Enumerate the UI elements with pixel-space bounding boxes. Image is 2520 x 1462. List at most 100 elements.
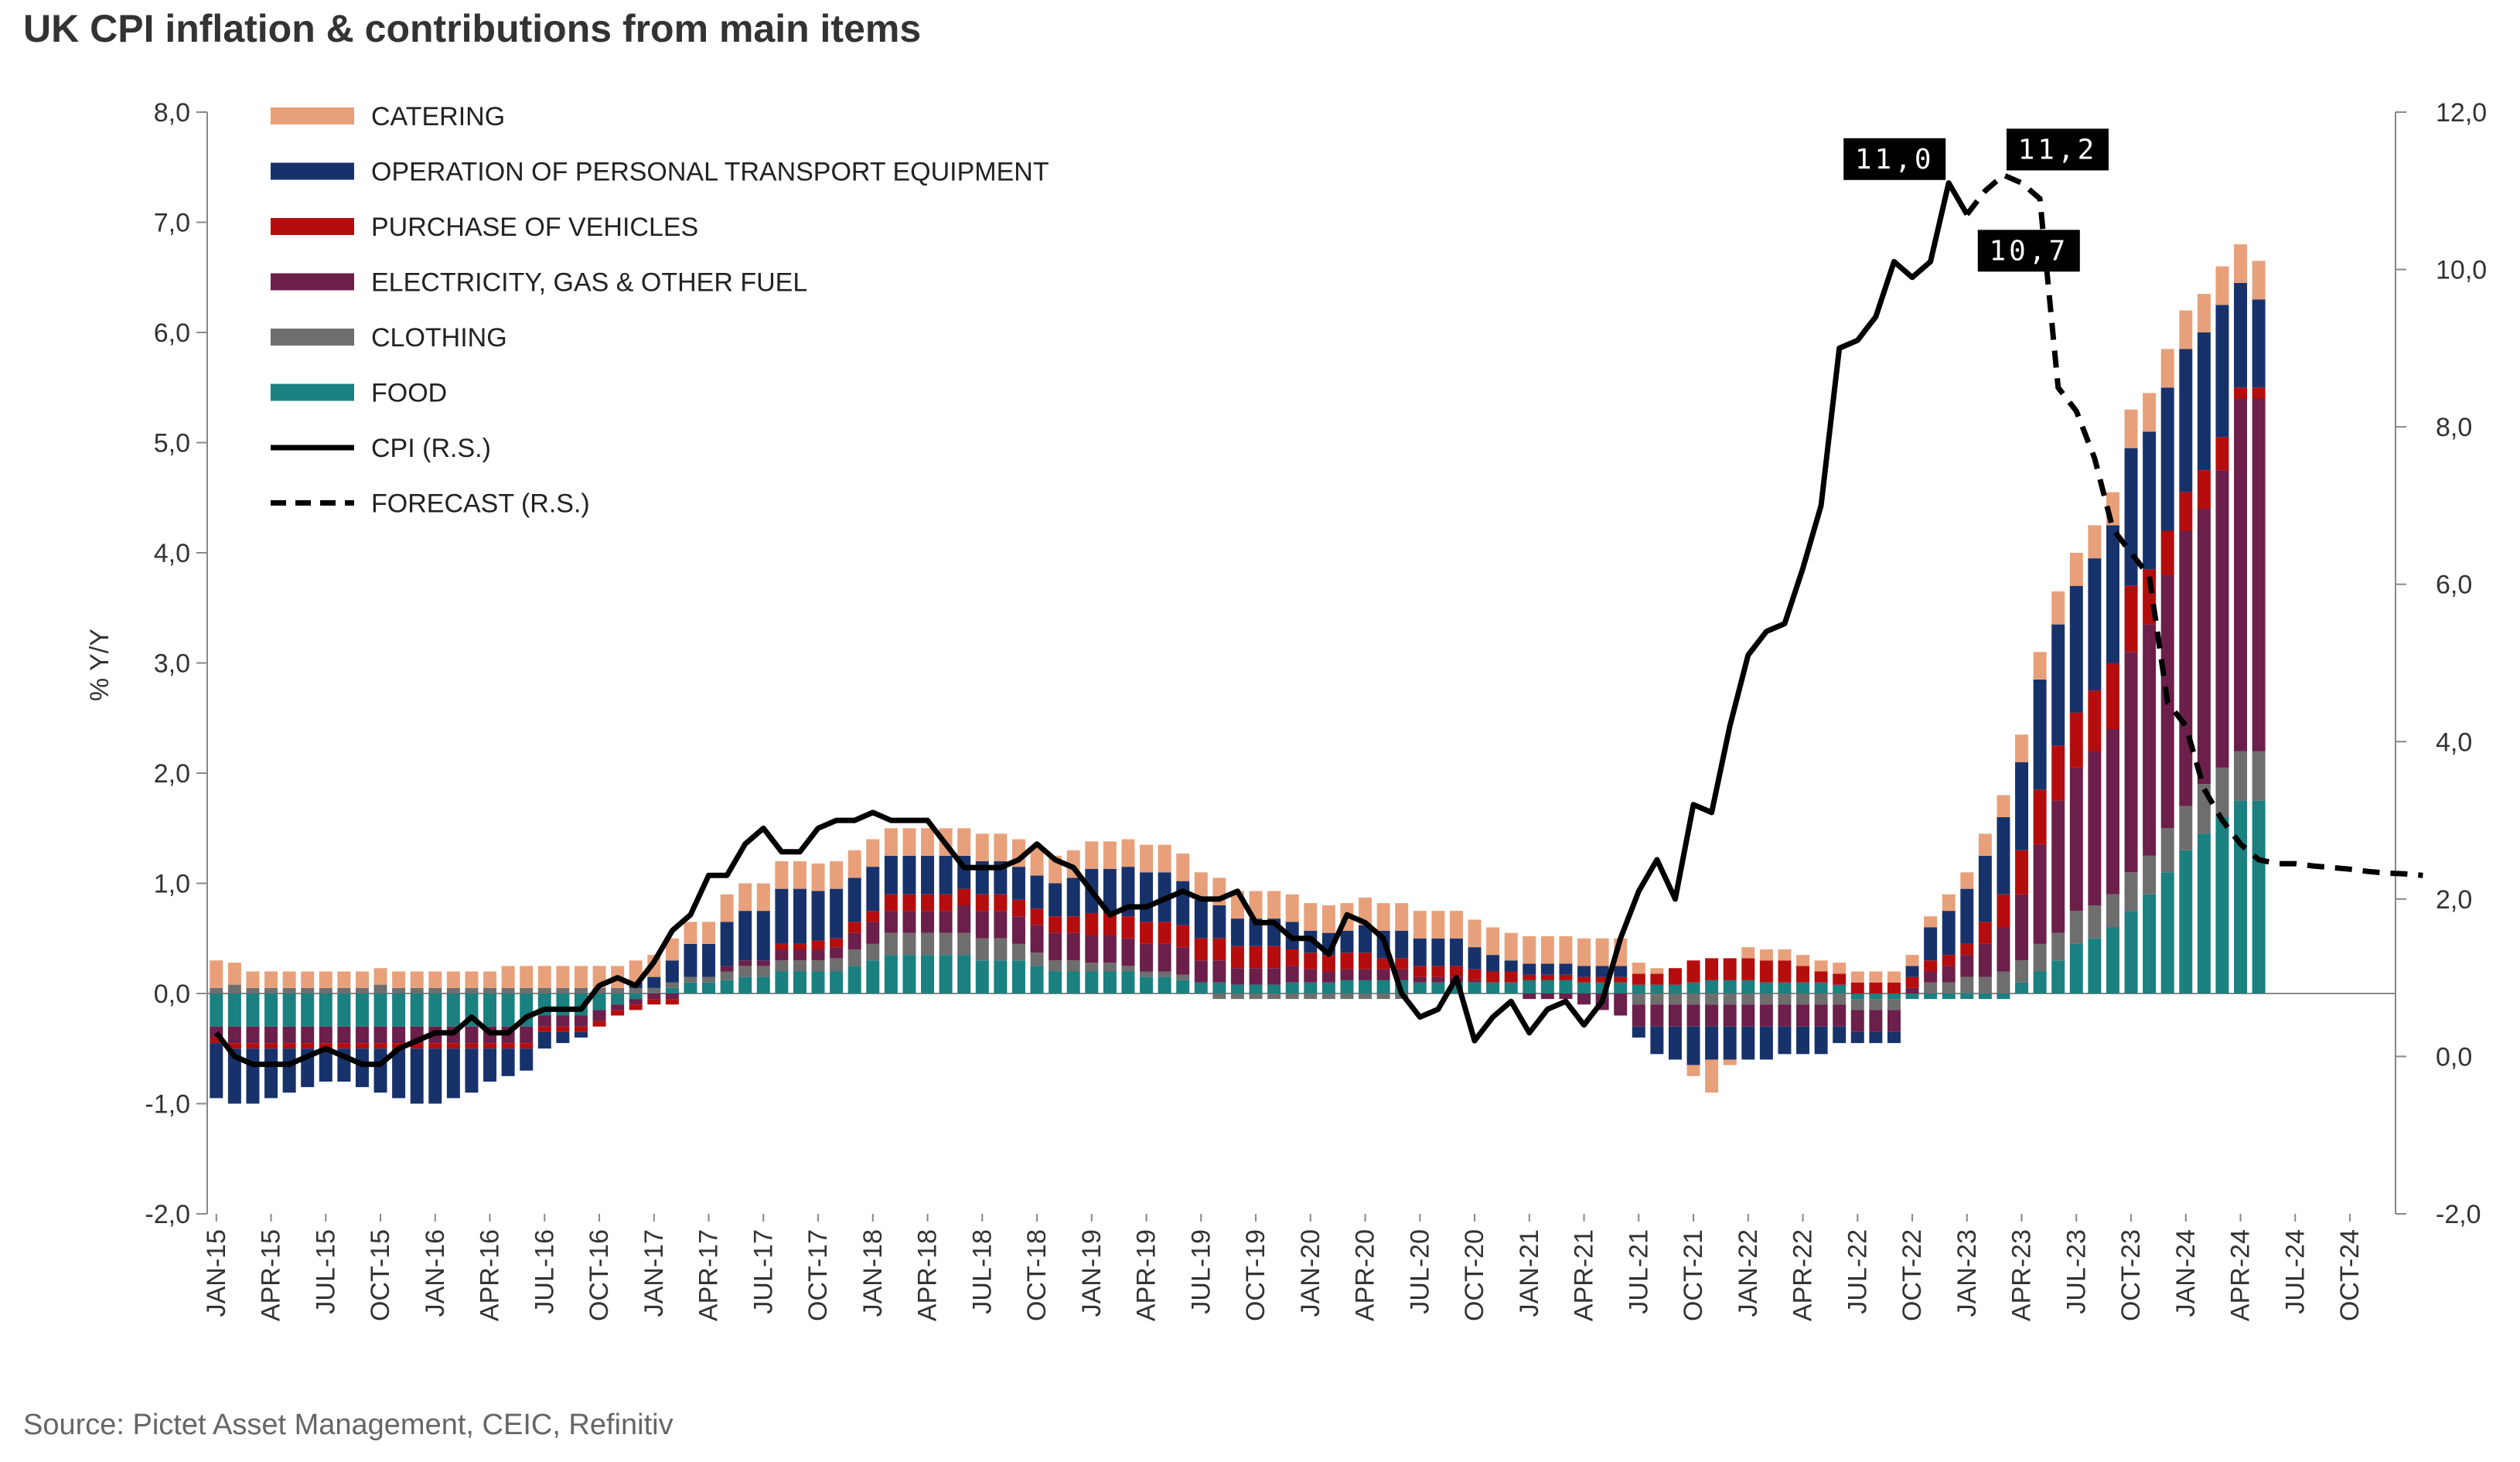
bar-clothing bbox=[1887, 999, 1901, 1010]
bar-transport bbox=[1759, 1026, 1773, 1060]
bar-clothing bbox=[756, 966, 770, 977]
bar-food bbox=[355, 993, 369, 1027]
bar-vehicles bbox=[1504, 971, 1518, 983]
bar-energy bbox=[1049, 932, 1062, 961]
bar-vehicles bbox=[2051, 745, 2065, 801]
bar-energy bbox=[1632, 1004, 1645, 1027]
bar-food bbox=[884, 955, 898, 993]
x-axis-tick-label: OCT-22 bbox=[1898, 1229, 1927, 1321]
bar-food bbox=[756, 976, 770, 993]
bar-energy bbox=[1085, 935, 1099, 963]
bar-energy bbox=[793, 949, 806, 961]
x-axis-tick-label: OCT-17 bbox=[803, 1229, 833, 1321]
bar-vehicles bbox=[629, 1004, 643, 1010]
bar-clothing bbox=[884, 932, 898, 956]
bar-energy bbox=[902, 911, 916, 933]
bar-food bbox=[1559, 980, 1573, 993]
right-axis-tick-label: 10,0 bbox=[2436, 256, 2487, 285]
bar-vehicles bbox=[282, 1043, 296, 1049]
bar-transport bbox=[246, 1048, 260, 1104]
bar-transport bbox=[1395, 930, 1409, 959]
bar-transport bbox=[1431, 938, 1445, 966]
bar-vehicles bbox=[1431, 966, 1445, 977]
bar-food bbox=[2069, 943, 2083, 993]
bar-transport bbox=[647, 976, 661, 988]
bar-food bbox=[2088, 938, 2102, 993]
bar-vehicles bbox=[2015, 850, 2029, 895]
bar-energy bbox=[2069, 767, 2083, 912]
bar-catering bbox=[1194, 872, 1208, 900]
bar-energy bbox=[756, 960, 770, 966]
bar-vehicles bbox=[1686, 960, 1700, 983]
bar-vehicles bbox=[1376, 958, 1390, 970]
bar-clothing bbox=[520, 987, 534, 993]
bar-vehicles bbox=[1449, 966, 1463, 977]
bar-food bbox=[793, 971, 806, 993]
bar-transport bbox=[210, 1043, 223, 1099]
bar-food bbox=[1011, 960, 1025, 993]
lines-layer bbox=[214, 172, 2423, 1068]
bar-clothing bbox=[1376, 993, 1390, 1000]
bar-catering bbox=[1686, 1065, 1700, 1076]
bar-food bbox=[830, 971, 844, 993]
x-axis-tick-label: JUL-17 bbox=[748, 1229, 778, 1314]
bar-transport bbox=[1577, 966, 1591, 977]
bar-energy bbox=[319, 1026, 332, 1044]
bar-transport bbox=[1359, 925, 1373, 953]
bar-catering bbox=[1176, 854, 1190, 881]
bar-transport bbox=[1413, 938, 1427, 966]
bar-transport bbox=[1212, 905, 1226, 939]
bar-vehicles bbox=[537, 1026, 551, 1032]
bar-food bbox=[1304, 982, 1318, 993]
bar-clothing bbox=[1359, 993, 1373, 1000]
bar-vehicles bbox=[884, 894, 898, 912]
bar-clothing bbox=[2088, 905, 2102, 939]
bar-vehicles bbox=[1978, 922, 1992, 944]
bar-energy bbox=[611, 1004, 625, 1010]
left-axis-tick-label: 3,0 bbox=[154, 649, 190, 679]
bar-transport bbox=[665, 960, 679, 983]
left-axis-tick-label: 6,0 bbox=[154, 319, 190, 348]
bar-clothing bbox=[264, 987, 278, 993]
bar-energy bbox=[1814, 1004, 1828, 1027]
bar-transport bbox=[921, 855, 935, 895]
bar-energy bbox=[2179, 530, 2193, 806]
bar-food bbox=[227, 993, 241, 1027]
bar-clothing bbox=[1212, 993, 1226, 1000]
bar-energy bbox=[884, 911, 898, 933]
bar-food bbox=[2106, 927, 2119, 993]
bar-clothing bbox=[574, 987, 588, 993]
bar-vehicles bbox=[1468, 969, 1482, 980]
x-axis-tick-label: APR-17 bbox=[694, 1229, 724, 1321]
bar-transport bbox=[410, 1048, 424, 1104]
bar-clothing bbox=[665, 982, 679, 988]
legend-swatch-clothing bbox=[271, 329, 354, 346]
bar-vehicles bbox=[301, 1043, 315, 1049]
bar-clothing bbox=[1267, 993, 1281, 1000]
bar-transport bbox=[2160, 387, 2174, 531]
bar-transport bbox=[811, 891, 825, 941]
bar-energy bbox=[465, 1026, 479, 1044]
bar-clothing bbox=[1705, 993, 1719, 1005]
bar-transport bbox=[2033, 679, 2047, 790]
bar-food bbox=[1194, 982, 1208, 993]
bar-food bbox=[1833, 984, 1847, 993]
bar-clothing bbox=[1741, 993, 1755, 1005]
bar-clothing bbox=[1340, 993, 1354, 1000]
x-axis-tick-label: APR-23 bbox=[2007, 1229, 2037, 1321]
bar-clothing bbox=[355, 987, 369, 993]
bar-catering bbox=[574, 966, 588, 988]
right-axis-tick-label: 8,0 bbox=[2436, 413, 2472, 442]
left-axis-tick-label: 5,0 bbox=[154, 429, 190, 458]
bar-food bbox=[1486, 982, 1500, 993]
bar-catering bbox=[2179, 310, 2193, 349]
bar-transport bbox=[1103, 868, 1117, 913]
bar-food bbox=[1686, 982, 1700, 993]
bar-clothing bbox=[392, 987, 406, 993]
bar-food bbox=[2179, 850, 2193, 993]
legend-label-vehicles: PURCHASE OF VEHICLES bbox=[371, 213, 698, 242]
bar-catering bbox=[847, 850, 861, 878]
bar-energy bbox=[665, 993, 679, 1000]
bar-vehicles bbox=[957, 888, 971, 905]
bar-food bbox=[1030, 966, 1044, 993]
